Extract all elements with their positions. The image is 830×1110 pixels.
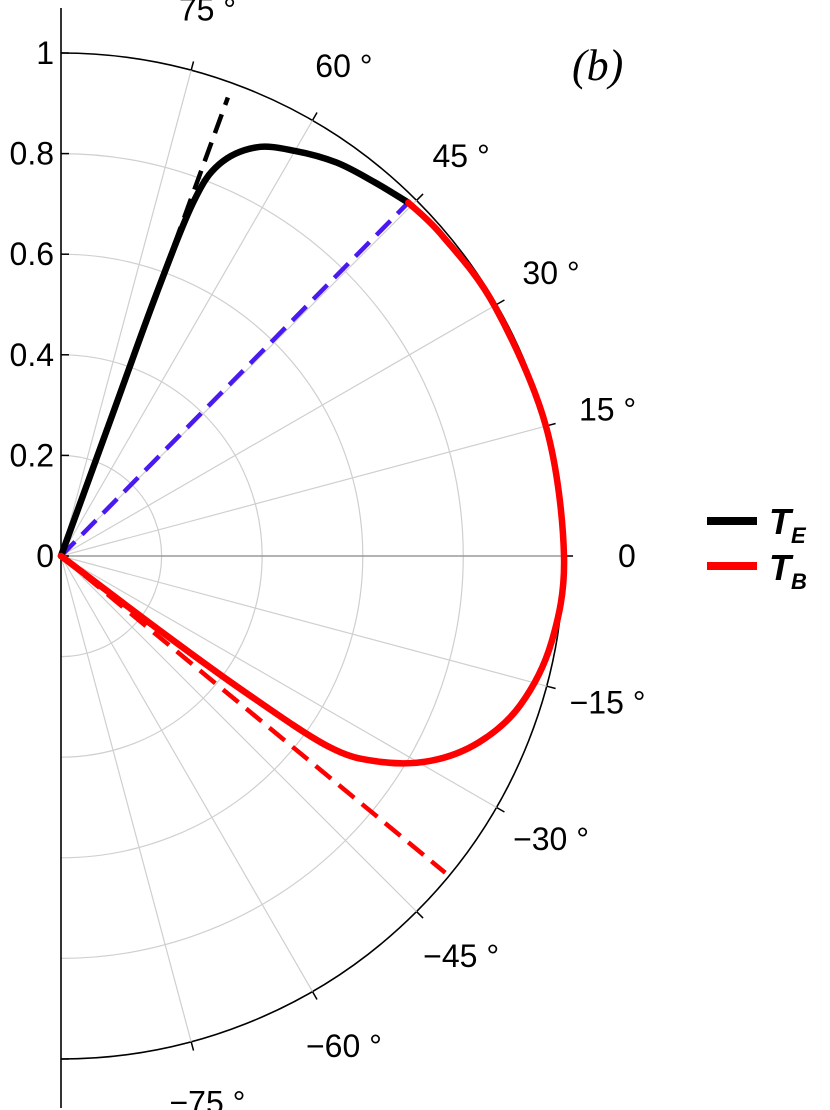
angle-tick-label: −45 °	[423, 938, 499, 974]
angle-tick	[190, 61, 195, 71]
reference-line	[59, 201, 410, 558]
angle-tick-label: −75 °	[169, 1085, 245, 1110]
grid-spoke	[60, 303, 497, 557]
angle-tick-label: 0	[618, 538, 636, 574]
angle-tick	[311, 991, 318, 1000]
legend-label-tb: TB	[769, 547, 807, 594]
reference-line	[59, 554, 447, 875]
polar-grid	[60, 52, 565, 1060]
grid-spoke	[60, 69, 192, 557]
series-te-curve	[57, 143, 412, 560]
grid-spoke	[60, 555, 192, 1043]
radial-tick-label: 0	[36, 538, 54, 574]
grid-spoke	[60, 120, 314, 557]
grid-spoke	[60, 555, 418, 913]
reference-lines	[58, 96, 447, 875]
radial-tick-label: 0.6	[10, 236, 54, 272]
grid-spoke	[60, 555, 548, 687]
panel-label: (b)	[572, 41, 623, 90]
angle-tick-label: 75 °	[179, 0, 236, 27]
angle-tick-label: 45 °	[432, 138, 489, 174]
radial-tick-label: 0.8	[10, 136, 54, 172]
angle-tick-label: −30 °	[513, 821, 589, 857]
legend: TE TB	[707, 501, 807, 594]
grid-spoke	[60, 425, 548, 557]
tick-labels: 0 0.2 0.4 0.6 0.8 1 75 ° 60 ° 45 ° 30 ° 15 ° 0 −15 °…	[10, 0, 646, 1110]
angle-tick-label: −60 °	[306, 1028, 382, 1064]
angle-tick	[496, 299, 505, 306]
angle-tick	[416, 193, 424, 201]
angle-tick-label: −15 °	[570, 684, 646, 720]
grid-spoke	[60, 555, 314, 992]
data-series	[57, 143, 568, 767]
radial-tick-label: 0.2	[10, 437, 54, 473]
angle-tick	[546, 685, 556, 690]
angle-tick-label: 60 °	[315, 48, 372, 84]
angle-tick	[311, 112, 318, 121]
angle-tick	[416, 911, 424, 919]
series-tb-curve	[57, 199, 568, 767]
radial-tick-label: 1	[36, 35, 54, 71]
angle-tick	[190, 1041, 195, 1051]
angle-tick	[496, 806, 505, 813]
angle-tick-label: 30 °	[522, 255, 579, 291]
radial-tick-label: 0.4	[10, 337, 54, 373]
legend-label-te: TE	[769, 501, 807, 548]
grid-spoke	[60, 555, 497, 809]
angle-tick-label: 15 °	[579, 392, 636, 428]
